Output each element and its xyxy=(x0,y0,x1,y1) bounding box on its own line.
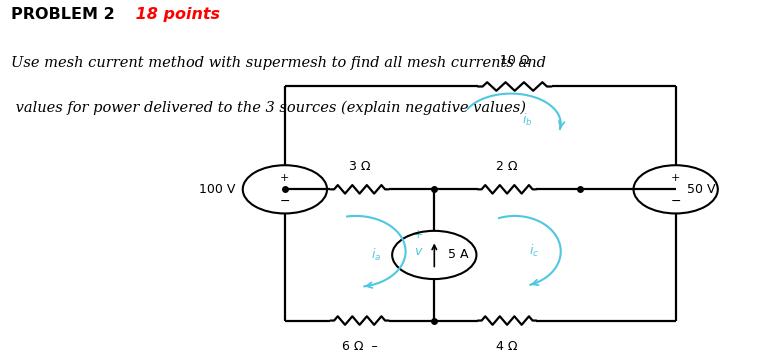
Text: 100 V: 100 V xyxy=(198,183,235,196)
Text: 5 A: 5 A xyxy=(448,248,468,261)
Text: 2 Ω: 2 Ω xyxy=(496,160,518,173)
Text: 4 Ω: 4 Ω xyxy=(496,340,518,353)
Text: 10 Ω: 10 Ω xyxy=(500,54,530,67)
Text: $i_b$: $i_b$ xyxy=(522,112,533,128)
Text: +: + xyxy=(671,173,681,183)
Text: −: − xyxy=(280,195,290,208)
Text: values for power delivered to the 3 sources (explain negative values): values for power delivered to the 3 sour… xyxy=(12,101,526,115)
Text: 6 Ω  –: 6 Ω – xyxy=(341,340,378,353)
Text: $i_a$: $i_a$ xyxy=(371,247,381,263)
Text: 50 V: 50 V xyxy=(687,183,716,196)
Text: $i_c$: $i_c$ xyxy=(528,243,539,260)
Text: +: + xyxy=(280,173,290,183)
Text: 3 Ω: 3 Ω xyxy=(349,160,371,173)
Text: v: v xyxy=(414,245,421,258)
Text: Use mesh current method with supermesh to find all mesh currents and: Use mesh current method with supermesh t… xyxy=(12,56,546,71)
Text: 18 points: 18 points xyxy=(130,7,220,22)
Text: +: + xyxy=(412,228,423,241)
Text: −: − xyxy=(671,195,681,208)
Text: PROBLEM 2: PROBLEM 2 xyxy=(12,7,115,22)
